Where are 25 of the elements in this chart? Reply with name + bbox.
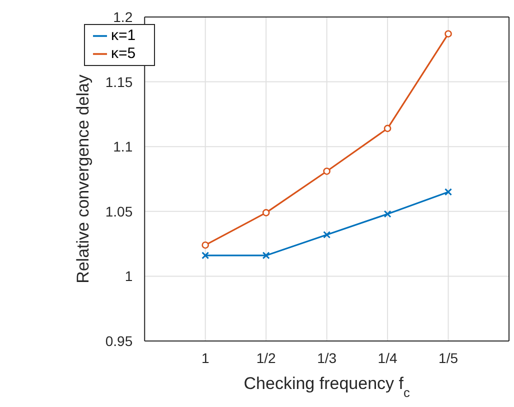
point (323, 168, 330, 175)
point (444, 30, 452, 38)
y-tick-label: 1 (124, 268, 133, 284)
point (202, 241, 209, 249)
y-tick-label: 1.1 (113, 138, 133, 155)
x-tick-label: 1/4 (378, 350, 398, 366)
x-tick-label: 1/3 (317, 350, 337, 366)
y-tick-label: 0.95 (105, 332, 133, 349)
point (384, 124, 392, 132)
x-axis-title: Checking frequency f$_{c}$ (244, 374, 410, 400)
point (323, 230, 331, 238)
legend-label: κ=5 (111, 45, 136, 62)
point (384, 210, 392, 218)
x-tick-label: 1/2 (256, 350, 276, 366)
y-tick-label: 1.05 (105, 203, 133, 220)
point (262, 209, 270, 216)
point (262, 252, 270, 260)
y-tick-label: 1.15 (105, 74, 133, 90)
point (444, 188, 452, 196)
y-axis-title: Relative convergence delay (74, 74, 93, 284)
y-tick-label: 1.2 (113, 8, 133, 25)
point (202, 252, 210, 260)
x-tick-label: 1 (201, 350, 210, 366)
legend-label: κ=1 (111, 27, 136, 44)
x-tick-label: 1/5 (438, 350, 458, 366)
